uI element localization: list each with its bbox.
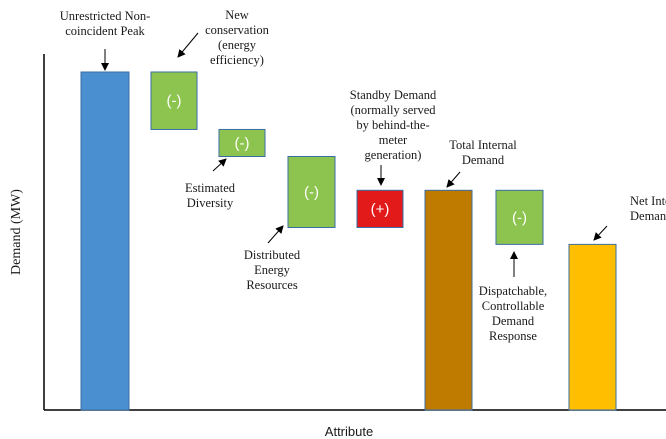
step-annotation-line: Estimated [185, 181, 236, 195]
waterfall-bar-7 [495, 189, 544, 245]
step-annotation-line: Distributed [244, 248, 301, 262]
bar-sign-label-7: (-) [512, 209, 527, 226]
labels-layer: Unrestricted Non-coincident Peak New conse… [60, 8, 666, 343]
step-annotation-line: generation) [365, 148, 422, 162]
waterfall-bar-4 [287, 156, 336, 228]
bar-sign-label-3: (-) [235, 135, 250, 152]
step-annotation-line: Demand [462, 153, 505, 167]
step-annotation-line: (energy [218, 38, 257, 52]
annotation-arrow-2 [177, 32, 199, 58]
step-annotation-line: Energy [254, 263, 291, 277]
step-annotation-line: Total Internal [449, 138, 517, 152]
step-annotation-line: Unrestricted Non- [60, 9, 151, 23]
step-annotation-6: Total Internal Demand [449, 138, 517, 167]
bar-sign-label-2: (-) [167, 93, 182, 110]
step-annotation-line: conservation [205, 23, 270, 37]
step-annotation-line: New [225, 8, 249, 22]
step-annotation-line: Response [489, 329, 537, 343]
annotation-arrow-4 [267, 225, 284, 244]
step-annotation-line: meter [379, 133, 408, 147]
step-annotation-2: New conservation (energy efficiency) [205, 8, 270, 67]
step-annotation-3: Estimated Diversity [185, 181, 236, 210]
bars-layer: (-) (-) (-) (+) (-) [80, 71, 617, 411]
step-annotation-line: Controllable [482, 299, 545, 313]
x-axis-title: Attribute [325, 424, 373, 439]
waterfall-bar-5 [356, 189, 404, 228]
waterfall-bar-8 [568, 243, 617, 411]
axes: Demand (MW) Attribute [9, 54, 666, 439]
waterfall-bar-6 [424, 189, 473, 411]
step-annotation-1: Unrestricted Non-coincident Peak [60, 9, 151, 38]
step-annotation-line: Resources [246, 278, 298, 292]
annotation-arrow-3 [212, 158, 227, 172]
step-annotation-line: Demand [492, 314, 535, 328]
step-annotation-line: coincident Peak [65, 24, 145, 38]
step-annotation-line: Dispatchable, [479, 284, 547, 298]
annotation-arrow-8 [593, 225, 608, 241]
step-annotation-line: Demand [630, 209, 666, 223]
step-annotation-7: Dispatchable, Controllable Demand Response [479, 284, 547, 343]
waterfall-bar-1 [80, 71, 130, 411]
step-annotation-4: Distributed Energy Resources [244, 248, 301, 292]
y-axis-title: Demand (MW) [9, 189, 24, 275]
step-annotation-line: (normally served [350, 103, 436, 117]
step-annotation-line: Net Internal [630, 194, 666, 208]
waterfall-bar-2 [150, 71, 198, 130]
waterfall-bar-3 [218, 128, 266, 158]
step-annotation-line: by behind-the- [356, 118, 429, 132]
step-annotation-line: efficiency) [210, 53, 264, 67]
annotation-arrow-6 [446, 171, 461, 188]
step-annotation-5: Standby Demand (normally served by behind-… [350, 88, 437, 162]
step-annotation-line: Standby Demand [350, 88, 437, 102]
bar-sign-label-4: (-) [304, 184, 319, 201]
bar-sign-label-5: (+) [371, 201, 390, 218]
step-annotation-line: Diversity [187, 196, 234, 210]
